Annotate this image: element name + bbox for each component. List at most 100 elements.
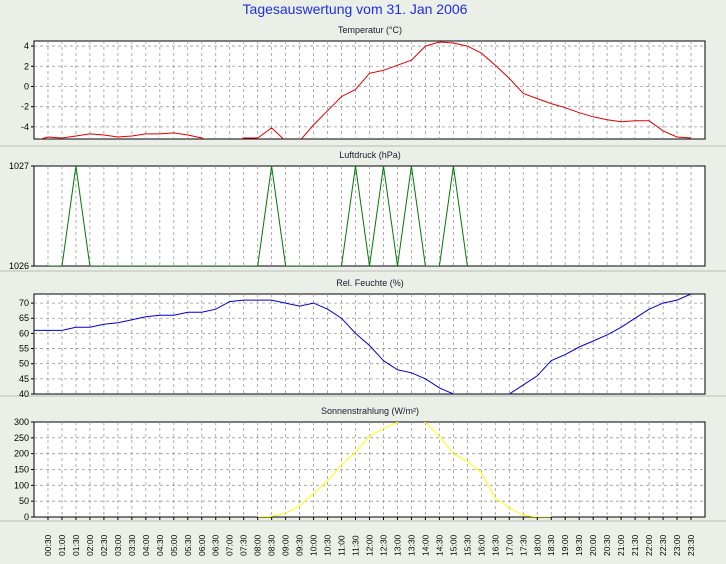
data-point: [89, 327, 91, 329]
data-point: [550, 103, 552, 105]
series-line: [257, 422, 552, 517]
y-tick-label: 0: [24, 512, 29, 522]
data-point: [397, 369, 399, 371]
panel-1: Temperatur (°C) 4 2 0 -2 -4: [0, 20, 726, 147]
x-tick-label: 12:30: [378, 534, 388, 556]
data-point: [634, 120, 636, 122]
x-tick-label: 20:00: [588, 534, 598, 556]
data-point: [215, 143, 217, 145]
data-point: [369, 265, 371, 267]
data-point: [467, 265, 469, 267]
data-point: [285, 140, 287, 142]
data-point: [327, 110, 329, 112]
x-tick-label: 06:00: [197, 534, 207, 556]
x-tick-label: 08:30: [267, 534, 277, 556]
x-tick-label: 18:30: [546, 534, 556, 556]
x-tick-label: 12:00: [365, 534, 375, 556]
data-point: [341, 265, 343, 267]
data-point: [159, 133, 161, 135]
y-tick-label: 55: [19, 344, 29, 354]
data-point: [439, 265, 441, 267]
x-axis: 00:30 01:00 01:30 02:00 02:30 03:00 03:30 04:00…: [43, 517, 696, 556]
data-point: [61, 137, 63, 139]
data-point: [131, 135, 133, 137]
x-tick-label: 10:00: [309, 534, 319, 556]
data-point: [522, 515, 524, 517]
data-point: [536, 375, 538, 377]
data-point: [467, 461, 469, 463]
y-tick-label: 300: [14, 417, 29, 427]
data-point: [383, 69, 385, 71]
data-point: [676, 136, 678, 138]
data-point: [257, 299, 259, 301]
panel-4: Sonnenstrahlung (W/m²) 300 250 200 150 100 50 0: [0, 397, 726, 522]
data-point: [299, 140, 301, 142]
data-point: [173, 314, 175, 316]
x-tick-label: 13:00: [392, 534, 402, 556]
panel-title: Luftdruck (hPa): [339, 150, 401, 160]
data-point: [411, 418, 413, 420]
data-point: [578, 346, 580, 348]
x-tick-label: 21:30: [630, 534, 640, 556]
x-tick-label: 09:30: [295, 534, 305, 556]
data-point: [620, 327, 622, 329]
data-point: [271, 516, 273, 518]
x-tick-label: 03:30: [127, 534, 137, 556]
data-point: [187, 311, 189, 313]
data-point: [145, 133, 147, 135]
x-tick-label: 05:00: [169, 534, 179, 556]
data-point: [648, 308, 650, 310]
data-point: [299, 505, 301, 507]
data-point: [271, 299, 273, 301]
data-point: [61, 265, 63, 267]
x-tick-label: 16:30: [490, 534, 500, 556]
data-point: [606, 119, 608, 121]
y-tick-label: 50: [19, 496, 29, 506]
data-point: [201, 137, 203, 139]
data-point: [508, 393, 510, 395]
data-point: [243, 137, 245, 139]
x-tick-label: 02:30: [99, 534, 109, 556]
data-point: [411, 59, 413, 61]
data-point: [145, 316, 147, 318]
data-point: [313, 492, 315, 494]
data-point: [201, 311, 203, 313]
x-tick-label: 04:00: [141, 534, 151, 556]
y-tick-label: 2: [24, 61, 29, 71]
data-point: [355, 165, 357, 167]
data-point: [257, 265, 259, 267]
data-point: [257, 137, 259, 139]
data-point: [676, 299, 678, 301]
data-point: [75, 327, 77, 329]
x-tick-label: 16:00: [476, 534, 486, 556]
data-point: [383, 428, 385, 430]
x-tick-label: 11:00: [337, 535, 347, 556]
data-point: [564, 107, 566, 109]
x-tick-label: 23:00: [672, 534, 682, 556]
x-tick-label: 06:30: [211, 534, 221, 556]
x-tick-label: 05:30: [183, 534, 193, 556]
series-line: [48, 166, 468, 266]
data-point: [634, 317, 636, 319]
data-point: [508, 78, 510, 80]
x-tick-label: 21:00: [616, 534, 626, 556]
y-tick-label: 65: [19, 313, 29, 323]
data-point: [369, 73, 371, 75]
x-tick-label: 19:00: [560, 534, 570, 556]
data-point: [481, 52, 483, 54]
x-tick-label: 18:00: [532, 534, 542, 556]
x-tick-label: 07:00: [225, 534, 235, 556]
x-tick-label: 14:30: [434, 534, 444, 556]
y-tick-label: 250: [14, 433, 29, 443]
x-tick-label: 00:30: [43, 534, 53, 556]
panel-3: Rel. Feuchte (%) 70 65 60 55 50 45 40: [0, 272, 726, 399]
panel-title: Rel. Feuchte (%): [336, 278, 404, 288]
data-point: [313, 124, 315, 126]
data-point: [564, 354, 566, 356]
y-tick-label: 60: [19, 328, 29, 338]
x-tick-label: 01:00: [57, 534, 67, 556]
data-point: [229, 142, 231, 144]
data-point: [453, 393, 455, 395]
data-point: [383, 360, 385, 362]
